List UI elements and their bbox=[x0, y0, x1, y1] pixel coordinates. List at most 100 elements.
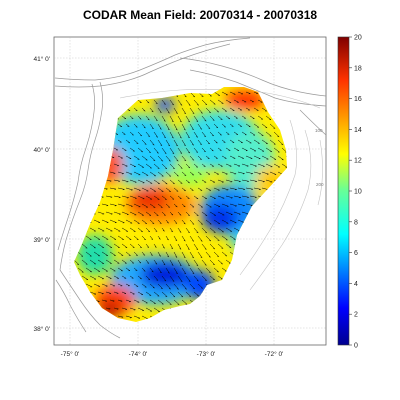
current-vector bbox=[137, 115, 142, 120]
current-vector bbox=[129, 275, 134, 279]
current-vector bbox=[173, 235, 178, 241]
current-vector bbox=[113, 291, 119, 294]
current-vector bbox=[197, 155, 202, 160]
current-vector-head bbox=[188, 264, 190, 267]
current-vector bbox=[93, 235, 101, 240]
current-vector-head bbox=[176, 160, 179, 162]
current-vector bbox=[229, 171, 237, 175]
current-vector-head bbox=[209, 240, 211, 242]
current-vector bbox=[217, 99, 224, 104]
current-vector-head bbox=[164, 136, 166, 139]
current-vector bbox=[169, 291, 176, 298]
current-vector bbox=[197, 219, 203, 225]
current-vector-head bbox=[152, 144, 155, 146]
current-vector bbox=[261, 171, 269, 175]
current-vector bbox=[169, 275, 175, 282]
current-vector-head bbox=[159, 222, 162, 224]
current-vector bbox=[269, 123, 276, 129]
current-vector bbox=[193, 195, 199, 200]
current-vector-head bbox=[176, 272, 178, 274]
current-vector-head bbox=[196, 248, 199, 250]
current-vector-head bbox=[155, 263, 158, 265]
current-vector bbox=[113, 275, 119, 279]
current-vector bbox=[161, 131, 166, 138]
current-vector-head bbox=[164, 280, 167, 282]
current-vector bbox=[133, 107, 138, 111]
current-vector-head bbox=[118, 197, 121, 199]
current-vector bbox=[265, 179, 273, 183]
current-vector bbox=[129, 211, 137, 216]
current-vector bbox=[145, 211, 152, 216]
current-vector-head bbox=[183, 240, 186, 242]
current-vector-head bbox=[192, 272, 195, 274]
current-vector bbox=[193, 259, 199, 266]
current-vector-head bbox=[156, 136, 158, 138]
current-vector bbox=[137, 227, 143, 232]
current-vector-head bbox=[151, 111, 154, 113]
current-vector bbox=[209, 179, 216, 183]
current-vector bbox=[153, 227, 158, 232]
current-vector bbox=[145, 195, 153, 200]
current-vector-head bbox=[196, 232, 199, 234]
current-vector bbox=[173, 123, 178, 131]
current-vector bbox=[137, 243, 142, 248]
current-vector bbox=[221, 123, 226, 128]
current-vector bbox=[153, 179, 160, 185]
current-vector-head bbox=[204, 248, 207, 250]
current-vector-head bbox=[159, 111, 162, 113]
current-vector bbox=[205, 251, 211, 258]
current-vector bbox=[169, 227, 174, 232]
colorbar-tick-label: 14 bbox=[354, 127, 362, 134]
current-vector bbox=[201, 179, 207, 183]
current-vector bbox=[141, 251, 146, 256]
current-vector-head bbox=[148, 135, 150, 137]
current-vector bbox=[125, 123, 130, 127]
current-vector bbox=[221, 267, 227, 272]
current-vector bbox=[241, 211, 249, 215]
current-vector bbox=[121, 163, 128, 167]
current-vector bbox=[149, 267, 154, 273]
current-vector bbox=[193, 243, 199, 250]
current-vector-head bbox=[164, 152, 167, 154]
current-vector-head bbox=[197, 104, 199, 106]
current-vector bbox=[189, 139, 194, 146]
current-vector bbox=[161, 147, 167, 154]
current-vector bbox=[153, 115, 158, 121]
current-vector bbox=[157, 187, 164, 192]
current-vector bbox=[209, 275, 215, 280]
current-vector bbox=[149, 123, 154, 129]
current-vector bbox=[113, 163, 119, 166]
current-vector bbox=[245, 107, 250, 111]
current-vector bbox=[173, 267, 178, 274]
current-vector bbox=[217, 115, 223, 120]
current-vector bbox=[149, 139, 155, 146]
current-vector bbox=[145, 99, 150, 104]
current-vector bbox=[273, 131, 280, 137]
current-vector bbox=[193, 147, 198, 153]
current-vector bbox=[241, 115, 246, 119]
current-vector-head bbox=[181, 296, 184, 298]
current-vector bbox=[217, 163, 223, 167]
current-vector-head bbox=[156, 279, 159, 281]
current-vector bbox=[185, 131, 190, 138]
current-vector bbox=[141, 171, 149, 176]
current-vector bbox=[185, 291, 192, 297]
current-vector-head bbox=[155, 119, 158, 121]
current-vector bbox=[197, 251, 203, 258]
current-vector bbox=[197, 187, 203, 191]
current-vector-head bbox=[196, 264, 199, 266]
current-vector bbox=[249, 99, 254, 103]
x-tick-label: -75° 0' bbox=[61, 350, 80, 358]
current-vector bbox=[193, 211, 199, 216]
current-vector bbox=[181, 107, 187, 114]
current-vector bbox=[121, 275, 127, 279]
y-tick-label: 41° 0' bbox=[34, 55, 51, 63]
current-vector bbox=[133, 171, 141, 176]
current-vector bbox=[245, 171, 253, 174]
current-vector-head bbox=[168, 144, 170, 147]
current-vector bbox=[129, 179, 137, 183]
current-vector bbox=[145, 115, 150, 121]
current-vector bbox=[181, 267, 187, 274]
current-vector-head bbox=[106, 205, 109, 207]
x-tick-label: -72° 0' bbox=[265, 350, 284, 358]
